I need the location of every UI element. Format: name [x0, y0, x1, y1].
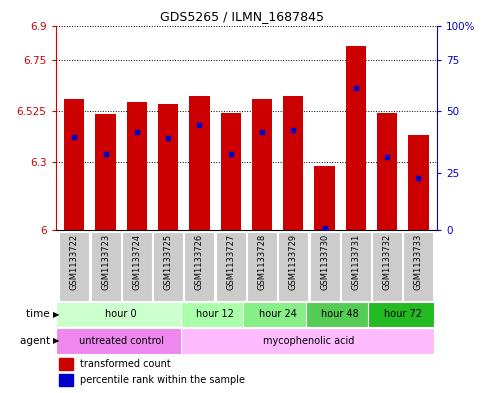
Bar	[59, 232, 89, 301]
Bar	[56, 302, 184, 327]
Bar	[91, 232, 121, 301]
Bar	[310, 232, 340, 301]
Text: GSM1133724: GSM1133724	[132, 234, 142, 290]
Bar	[314, 166, 335, 230]
Text: hour 0: hour 0	[105, 309, 137, 320]
Text: GSM1133726: GSM1133726	[195, 234, 204, 290]
Bar	[59, 374, 73, 386]
Text: ▶: ▶	[53, 310, 59, 319]
Bar	[189, 96, 210, 230]
Bar	[278, 232, 308, 301]
Text: transformed count: transformed count	[80, 359, 171, 369]
Bar	[372, 232, 402, 301]
Bar	[127, 102, 147, 230]
Bar	[181, 302, 246, 327]
Text: hour 24: hour 24	[259, 309, 297, 320]
Text: GDS5265 / ILMN_1687845: GDS5265 / ILMN_1687845	[159, 10, 324, 23]
Bar	[341, 232, 371, 301]
Text: hour 72: hour 72	[384, 309, 422, 320]
Text: GSM1133727: GSM1133727	[226, 234, 235, 290]
Text: hour 48: hour 48	[321, 309, 359, 320]
Text: GSM1133723: GSM1133723	[101, 234, 110, 290]
Bar	[243, 302, 309, 327]
Text: GSM1133728: GSM1133728	[257, 234, 267, 290]
Bar	[56, 328, 184, 354]
Text: GSM1133733: GSM1133733	[414, 234, 423, 290]
Bar	[408, 134, 428, 230]
Bar	[377, 113, 397, 230]
Text: GSM1133722: GSM1133722	[70, 234, 79, 290]
Text: GSM1133730: GSM1133730	[320, 234, 329, 290]
Bar	[122, 232, 152, 301]
Bar	[185, 232, 214, 301]
Text: GSM1133725: GSM1133725	[164, 234, 172, 290]
Bar	[158, 104, 178, 230]
Text: agent: agent	[20, 336, 53, 346]
Bar	[96, 114, 116, 230]
Bar	[59, 358, 73, 370]
Bar	[216, 232, 246, 301]
Bar	[283, 96, 303, 230]
Text: hour 12: hour 12	[196, 309, 234, 320]
Text: time: time	[26, 309, 53, 320]
Bar	[247, 232, 277, 301]
Text: ▶: ▶	[53, 336, 59, 345]
Text: GSM1133731: GSM1133731	[351, 234, 360, 290]
Text: untreated control: untreated control	[79, 336, 164, 346]
Bar	[252, 99, 272, 230]
Text: percentile rank within the sample: percentile rank within the sample	[80, 375, 245, 385]
Bar	[153, 232, 183, 301]
Text: GSM1133729: GSM1133729	[289, 234, 298, 290]
Bar	[346, 46, 366, 230]
Bar	[369, 302, 434, 327]
Text: mycophenolic acid: mycophenolic acid	[263, 336, 355, 346]
Bar	[306, 302, 371, 327]
Bar	[181, 328, 434, 354]
Bar	[403, 232, 433, 301]
Text: GSM1133732: GSM1133732	[383, 234, 392, 290]
Bar	[221, 113, 241, 230]
Bar	[64, 99, 85, 230]
